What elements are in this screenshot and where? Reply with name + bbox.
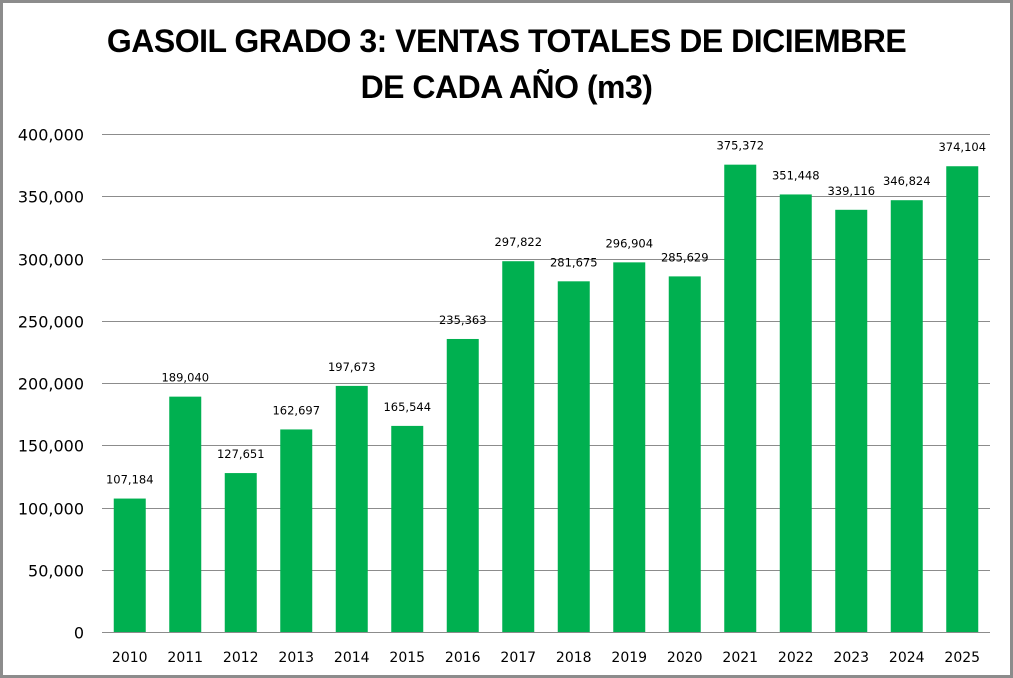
y-tick-label: 400,000	[18, 126, 84, 145]
x-tick-label: 2020	[667, 650, 703, 666]
data-label: 165,544	[383, 400, 431, 414]
data-label: 351,448	[772, 168, 820, 182]
chart-title: GASOIL GRADO 3: VENTAS TOTALES DE DICIEM…	[0, 18, 1013, 110]
y-tick-label: 250,000	[18, 313, 84, 332]
chart-title-line-2: DE CADA AÑO (m3)	[360, 69, 653, 105]
data-label: 235,363	[439, 313, 487, 327]
bar-2016	[446, 338, 479, 632]
x-axis: 2010 2011 2012 2013 2014 2015 2016 2017 2018 2019…	[112, 650, 980, 666]
data-label: 374,104	[938, 140, 986, 154]
data-label: 189,040	[161, 371, 209, 385]
bar-2010	[113, 498, 146, 632]
data-label: 162,697	[272, 403, 320, 417]
bar-2021	[724, 164, 757, 632]
bar-2024	[890, 200, 923, 633]
data-label: 285,629	[661, 250, 709, 264]
x-tick-label: 2023	[833, 650, 869, 666]
x-tick-label: 2022	[778, 650, 814, 666]
y-tick-label: 150,000	[18, 437, 84, 456]
y-tick-label: 350,000	[18, 188, 84, 207]
y-tick-label: 300,000	[18, 251, 84, 270]
data-label: 297,822	[494, 235, 542, 249]
y-tick-label: 200,000	[18, 375, 84, 394]
data-label: 339,116	[827, 184, 875, 198]
bar-2012	[224, 473, 257, 632]
data-label: 281,675	[550, 255, 598, 269]
bar-2022	[779, 194, 812, 632]
bar-2014	[335, 385, 368, 632]
x-tick-label: 2024	[889, 650, 925, 666]
x-tick-label: 2014	[334, 650, 370, 666]
x-tick-label: 2016	[445, 650, 481, 666]
bar-2013	[280, 429, 313, 632]
data-label: 375,372	[716, 139, 764, 153]
y-tick-label: 50,000	[28, 562, 84, 581]
bar-2020	[668, 276, 701, 632]
data-label: 296,904	[605, 236, 653, 250]
bar-2019	[613, 262, 646, 632]
x-tick-label: 2017	[500, 650, 536, 666]
y-tick-label: 100,000	[18, 500, 84, 519]
bar-2011	[169, 396, 202, 632]
data-label: 107,184	[106, 473, 154, 487]
data-label: 197,673	[328, 360, 376, 374]
chart-title-line-1: GASOIL GRADO 3: VENTAS TOTALES DE DICIEM…	[106, 23, 907, 59]
data-label: 127,651	[217, 447, 265, 461]
bar-2017	[502, 261, 535, 632]
x-tick-label: 2015	[389, 650, 425, 666]
y-axis: 0 50,000 100,000 150,000 200,000 250,000 300,0…	[18, 126, 84, 643]
y-tick-label: 0	[74, 624, 84, 643]
bar-2025	[946, 166, 979, 632]
bar-2018	[557, 281, 590, 632]
x-tick-label: 2025	[944, 650, 980, 666]
bars	[113, 164, 979, 633]
x-tick-label: 2019	[611, 650, 647, 666]
x-tick-label: 2021	[722, 650, 758, 666]
x-tick-label: 2018	[556, 650, 592, 666]
bar-2023	[835, 209, 868, 632]
x-tick-label: 2012	[223, 650, 259, 666]
x-tick-label: 2011	[167, 650, 203, 666]
x-tick-label: 2013	[278, 650, 314, 666]
data-labels: 107,184 189,040 127,651 162,697 197,673 165,5…	[106, 139, 986, 487]
x-tick-label: 2010	[112, 650, 148, 666]
bar-2015	[391, 425, 424, 632]
data-label: 346,824	[883, 174, 931, 188]
